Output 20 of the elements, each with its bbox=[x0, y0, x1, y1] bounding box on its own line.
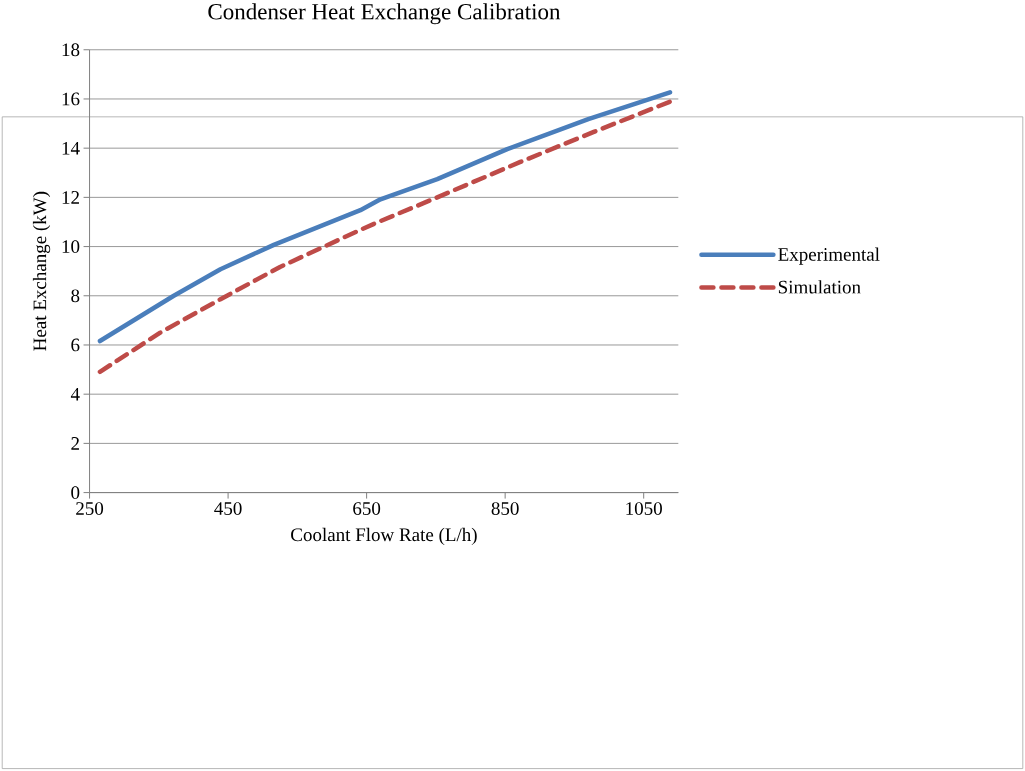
y-tick-label: 8 bbox=[71, 289, 80, 303]
x-tick-label: 650 bbox=[353, 502, 381, 516]
legend-label: Experimental bbox=[778, 247, 880, 265]
x-axis-title: Coolant Flow Rate (L/h) bbox=[291, 527, 477, 546]
y-axis-title: Heat Exchange (kW) bbox=[32, 191, 51, 351]
y-tick-label: 12 bbox=[62, 191, 79, 204]
chart-title: Condenser Heat Exchange Calibration bbox=[208, 3, 561, 25]
y-tick-label: 6 bbox=[71, 338, 80, 352]
y-tick-label: 0 bbox=[71, 486, 80, 500]
y-tick-label: 18 bbox=[62, 43, 80, 57]
y-tick-label: 14 bbox=[62, 142, 80, 155]
x-tick-label: 850 bbox=[491, 502, 519, 516]
x-tick-label: 450 bbox=[214, 502, 242, 516]
x-tick-label: 1050 bbox=[626, 502, 662, 516]
legend-label: Simulation bbox=[778, 280, 861, 294]
y-tick-label: 16 bbox=[62, 92, 80, 106]
y-tick-label: 4 bbox=[70, 388, 80, 401]
y-tick-label: 2 bbox=[71, 437, 79, 450]
y-tick-label: 10 bbox=[62, 240, 80, 254]
x-tick-label: 250 bbox=[76, 502, 104, 516]
